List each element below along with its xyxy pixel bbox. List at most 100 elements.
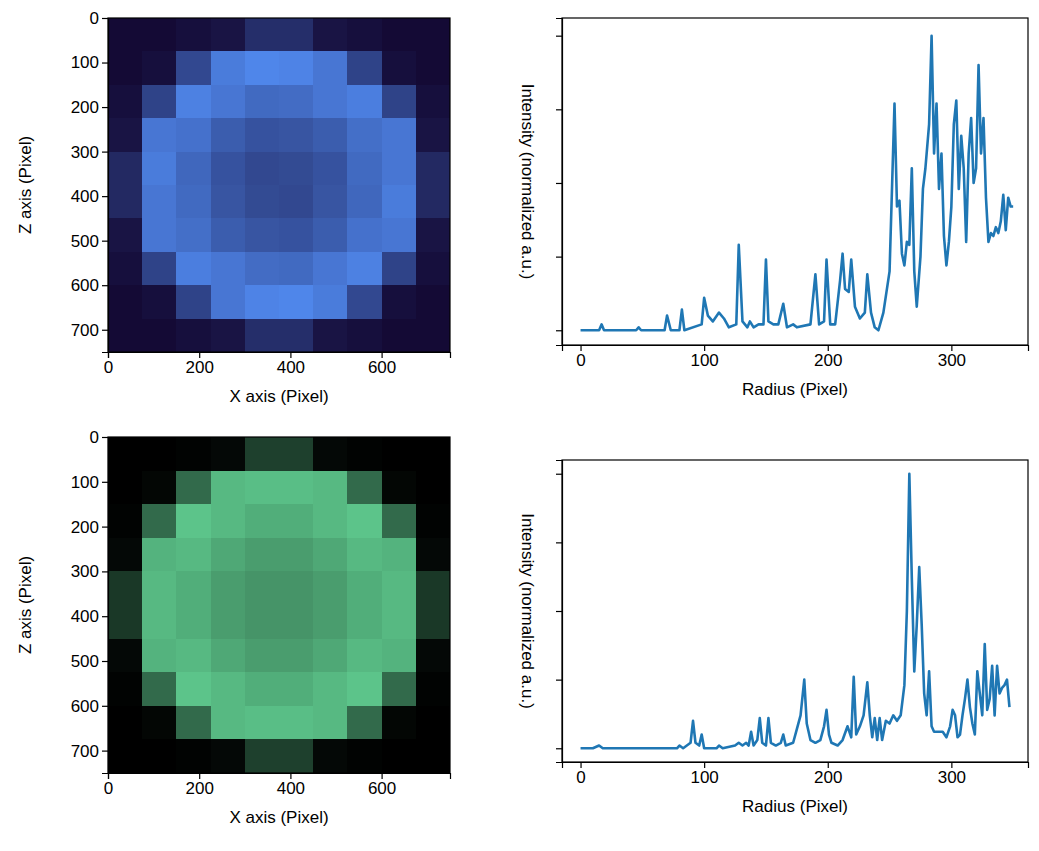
cell	[279, 51, 313, 84]
cell	[108, 218, 142, 251]
cell	[176, 285, 210, 318]
cell	[382, 739, 416, 773]
cell	[347, 672, 381, 706]
cell	[279, 639, 313, 673]
cell	[382, 118, 416, 151]
cell	[176, 639, 210, 673]
cell	[313, 471, 347, 505]
cell	[279, 672, 313, 706]
tick-mark	[102, 196, 108, 197]
cell	[211, 218, 245, 251]
cell	[416, 85, 450, 118]
cell	[176, 571, 210, 605]
cell	[142, 85, 176, 118]
plot-area	[581, 36, 1014, 331]
axis-line	[102, 19, 109, 353]
cell	[245, 605, 279, 639]
cell	[347, 471, 381, 505]
cell	[416, 437, 450, 471]
cell	[176, 185, 210, 218]
cell	[142, 706, 176, 740]
cell	[108, 18, 142, 51]
tick: 400	[277, 352, 305, 377]
tick: 200	[186, 352, 214, 377]
tick-mark	[556, 542, 562, 543]
cell	[382, 471, 416, 505]
panel: 0100200300Radius (Pixel)Intensity (norma…	[518, 460, 1028, 816]
tick	[556, 109, 562, 110]
cell	[245, 185, 279, 218]
tick-mark	[556, 109, 562, 110]
cell	[245, 672, 279, 706]
cell	[347, 85, 381, 118]
cell	[347, 51, 381, 84]
cell	[211, 185, 245, 218]
tick-label: 200	[814, 768, 842, 787]
tick: 600	[71, 276, 108, 295]
cell	[211, 739, 245, 773]
tick-mark	[556, 36, 562, 37]
cell	[279, 605, 313, 639]
tick-label: 100	[71, 53, 99, 72]
x-axis: 0100200300	[563, 762, 1029, 787]
cell	[245, 319, 279, 352]
cell	[245, 538, 279, 572]
cell	[382, 319, 416, 352]
cell	[279, 285, 313, 318]
tick: 500	[71, 232, 108, 251]
tick-label: 300	[71, 143, 99, 162]
tick: 400	[71, 607, 108, 626]
y-axis	[556, 461, 563, 763]
cell	[245, 739, 279, 773]
tick: 0	[104, 773, 113, 798]
cell	[313, 538, 347, 572]
cell	[108, 706, 142, 740]
tick: 300	[71, 143, 108, 162]
tick-label: 0	[90, 428, 99, 447]
cell	[313, 571, 347, 605]
cell	[142, 605, 176, 639]
tick: 100	[71, 473, 108, 492]
cell	[416, 504, 450, 538]
tick: 200	[186, 773, 214, 798]
cell	[245, 471, 279, 505]
x-axis-title: Radius (Pixel)	[742, 797, 848, 816]
panel: 02004006000100200300400500600700X axis (…	[16, 9, 451, 406]
tick-label: 600	[368, 779, 396, 798]
cell	[108, 538, 142, 572]
cell	[142, 152, 176, 185]
x-axis: 0200400600	[104, 352, 451, 377]
cell	[279, 538, 313, 572]
cell	[313, 18, 347, 51]
cell	[211, 605, 245, 639]
cell	[382, 152, 416, 185]
cell	[176, 85, 210, 118]
cell	[211, 571, 245, 605]
cell	[245, 218, 279, 251]
cell	[142, 739, 176, 773]
tick-label: 700	[71, 742, 99, 761]
tick: 300	[71, 562, 108, 581]
cell	[279, 739, 313, 773]
tick-mark	[102, 285, 108, 286]
cell	[279, 252, 313, 285]
cell	[245, 18, 279, 51]
tick-mark	[556, 330, 562, 331]
cell	[176, 504, 210, 538]
cell	[347, 152, 381, 185]
cell	[382, 218, 416, 251]
cell	[416, 639, 450, 673]
tick-label: 100	[690, 768, 718, 787]
cell	[279, 437, 313, 471]
tick-mark	[102, 62, 108, 63]
tick: 600	[368, 352, 396, 377]
cell	[176, 252, 210, 285]
tick: 600	[368, 773, 396, 798]
x-axis: 0200400600	[104, 773, 451, 798]
cell	[108, 285, 142, 318]
y-axis-title: Z axis (Pixel)	[16, 136, 35, 234]
tick-mark	[102, 482, 108, 483]
cell	[211, 118, 245, 151]
tick: 0	[90, 9, 108, 28]
tick-label: 100	[690, 351, 718, 370]
